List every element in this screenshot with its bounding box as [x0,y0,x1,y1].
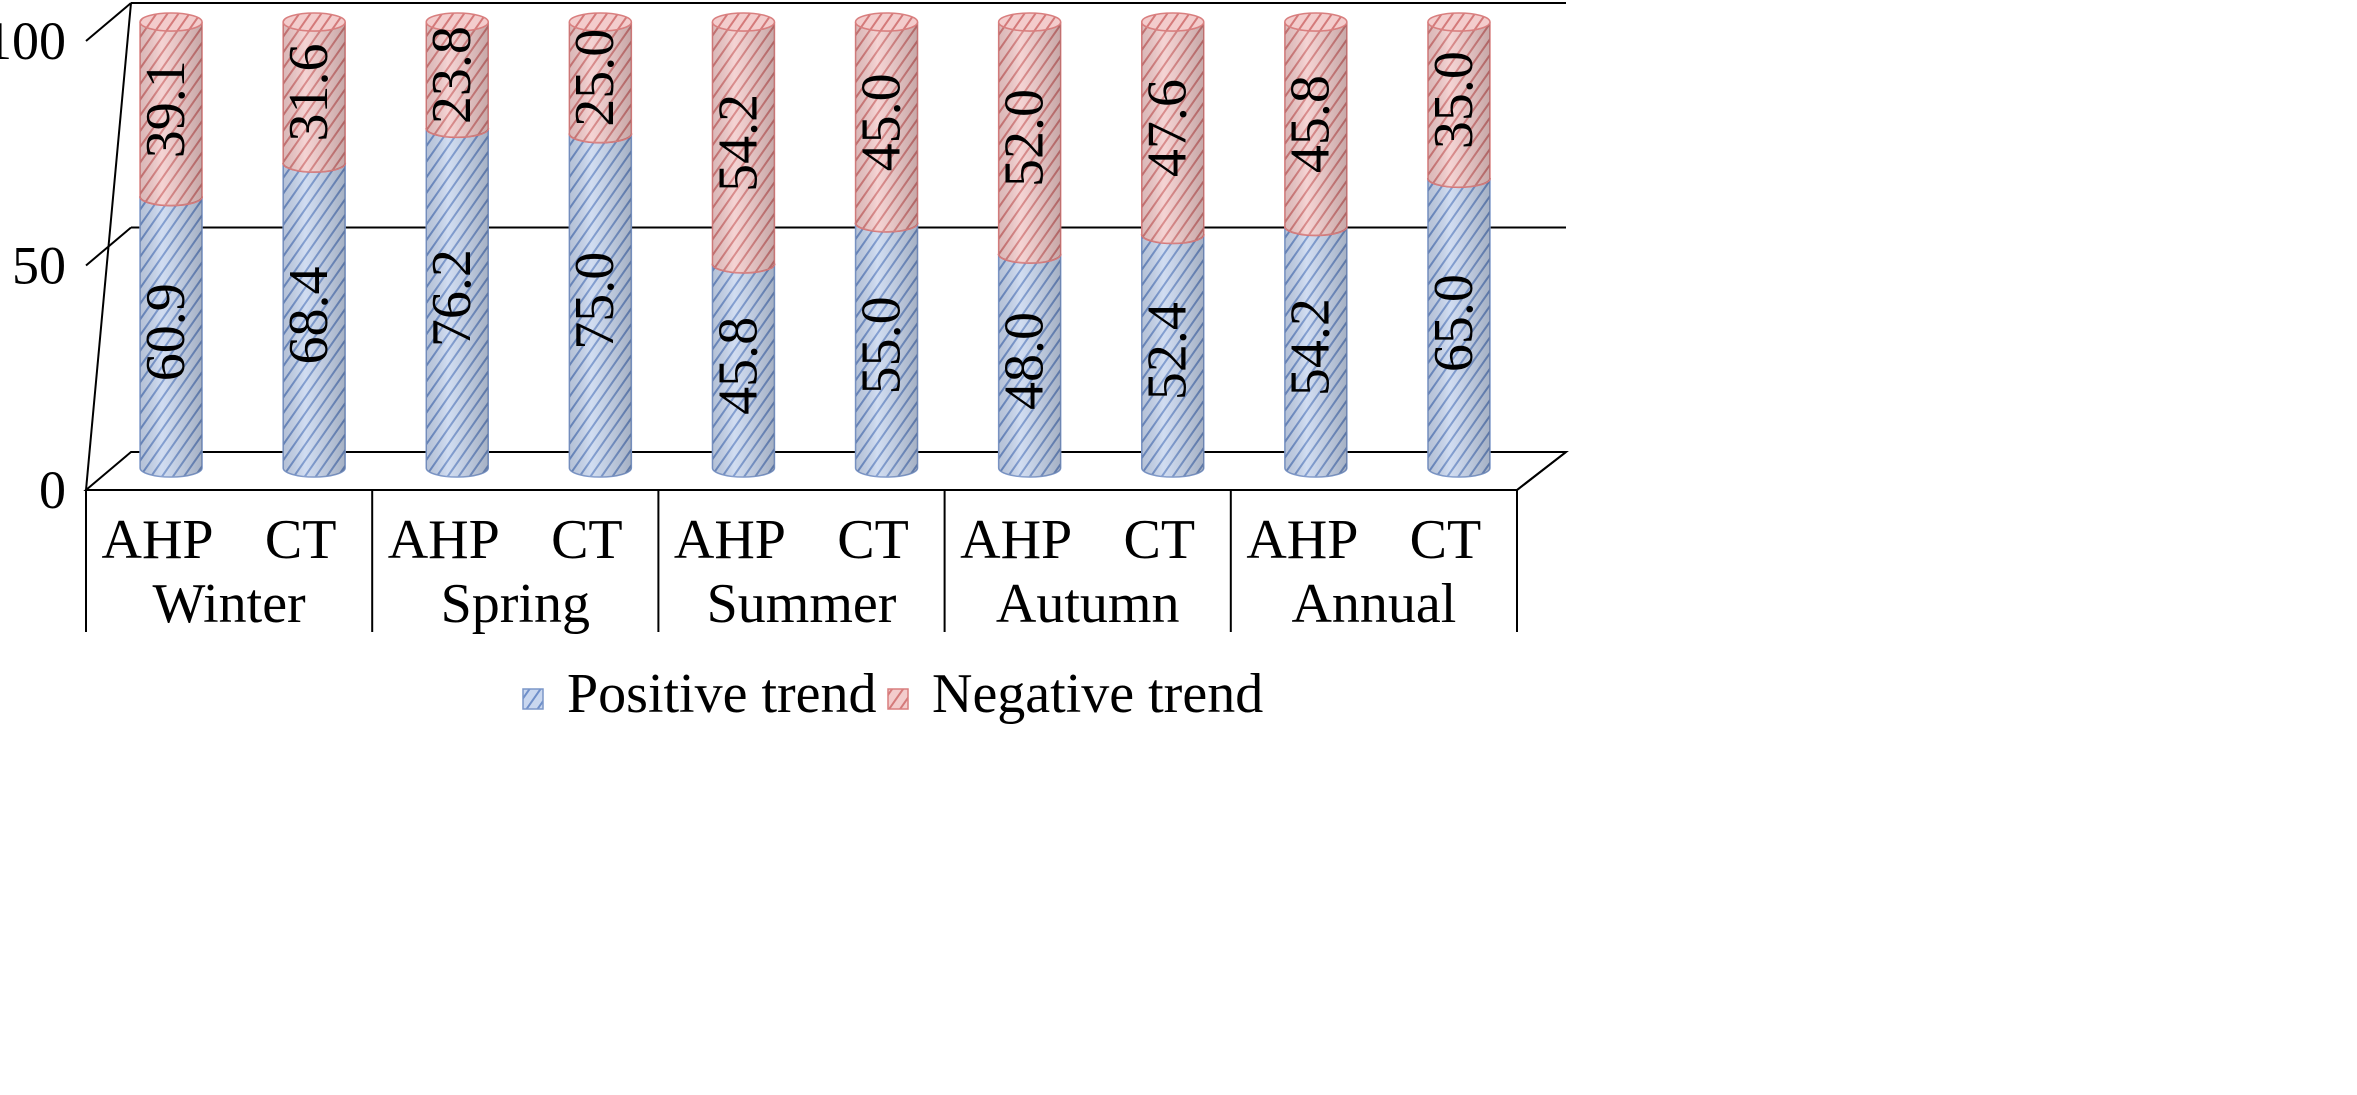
bar-segment-shade [569,22,632,143]
x-category-label: AHP [388,509,500,571]
bar-value-label: 45.0 [850,73,912,171]
bar-cap [568,12,633,32]
bar-cap [711,12,776,32]
gridline-depth [85,2,132,42]
bar-value-label: 48.0 [993,312,1055,410]
bar-value-label: 54.2 [1280,298,1342,396]
bar-segment-shade [283,22,346,172]
legend-swatch-negative [887,688,909,710]
bar-cap [1427,12,1491,32]
bar-cap [1141,12,1205,32]
bar-cap [425,12,489,32]
y-tick-label: 0 [39,460,66,520]
bar-segment-shade [712,263,775,477]
bar-value-label: 45.8 [707,317,769,415]
gridline-depth [85,226,132,267]
bars: 60.9 39.1 68.4 31.6 76.2 23.8 75.0 25.0 45.8 54.2… [135,12,1491,478]
legend-label: Negative trend [932,663,1263,725]
bar-segment-shade [426,22,489,138]
y-tick-label: 50 [12,236,66,296]
bar-value-label: 68.4 [278,266,340,364]
y-tick-label: 100 [0,11,66,71]
bar-segment-shade [1427,22,1490,188]
bar-segment-shade [1141,22,1204,244]
bar-value-label: 25.0 [564,29,626,127]
bar-segment-shade [998,22,1061,263]
bar-segment-shade [855,22,918,232]
legend-swatch-positive [522,688,544,710]
bar-segment-shade [1427,178,1490,477]
bar-segment-shade [712,22,775,273]
x-category-label: CT [1123,509,1195,571]
bar-value-label: 39.1 [135,60,197,158]
bar-segment-shade [426,128,489,477]
bar-segment-shade [1284,22,1347,236]
bar-value-label: 47.6 [1137,79,1199,177]
legend: Positive trend Negative trend [522,663,1263,725]
x-group-label: Autumn [996,573,1180,635]
x-group-label: Annual [1291,573,1456,635]
x-category-label: CT [837,509,909,571]
axes: 050100AHPCTAHPCTAHPCTAHPCTAHPCTWinterSpr… [0,11,1567,635]
x-category-label: AHP [1246,509,1358,571]
bar-cap [1284,12,1348,32]
bar-value-label: 35.0 [1423,51,1485,149]
bar-segment-shade [1284,226,1347,477]
bar-segment-shade [569,133,632,477]
x-group-label: Summer [707,573,897,635]
x-group-label: Winter [152,573,306,635]
x-category-label: CT [265,509,337,571]
bar-cap [282,12,346,32]
x-category-label: AHP [102,509,214,571]
bar-value-label: 52.4 [1137,302,1199,400]
bar-cap [854,12,919,32]
bar-value-label: 65.0 [1423,274,1485,372]
bar-value-label: 52.0 [993,89,1055,187]
x-category-label: CT [1410,509,1482,571]
bar-value-label: 45.8 [1280,75,1342,173]
bar-value-label: 76.2 [421,249,483,347]
bar-segment-shade [283,162,346,477]
x-group-label: Spring [441,573,590,635]
x-category-label: CT [551,509,623,571]
bar-cap [139,12,203,32]
legend-label: Positive trend [567,663,877,725]
bar-segment-shade [140,22,203,206]
bar-cap [997,12,1062,32]
bar-segment-shade [1141,234,1204,477]
bar-value-label: 31.6 [278,43,340,141]
bar-segment-shade [855,222,918,477]
bar-value-label: 75.0 [564,252,626,350]
x-category-label: AHP [674,509,786,571]
x-category-label: AHP [960,509,1072,571]
bar-segment-shade [998,253,1061,477]
bar-value-label: 54.2 [707,94,769,192]
bar-value-label: 60.9 [135,283,197,381]
bar-value-label: 55.0 [850,296,912,394]
bar-value-label: 23.8 [421,26,483,124]
floor-right-edge [1516,451,1567,491]
bar-segment-shade [140,196,203,478]
